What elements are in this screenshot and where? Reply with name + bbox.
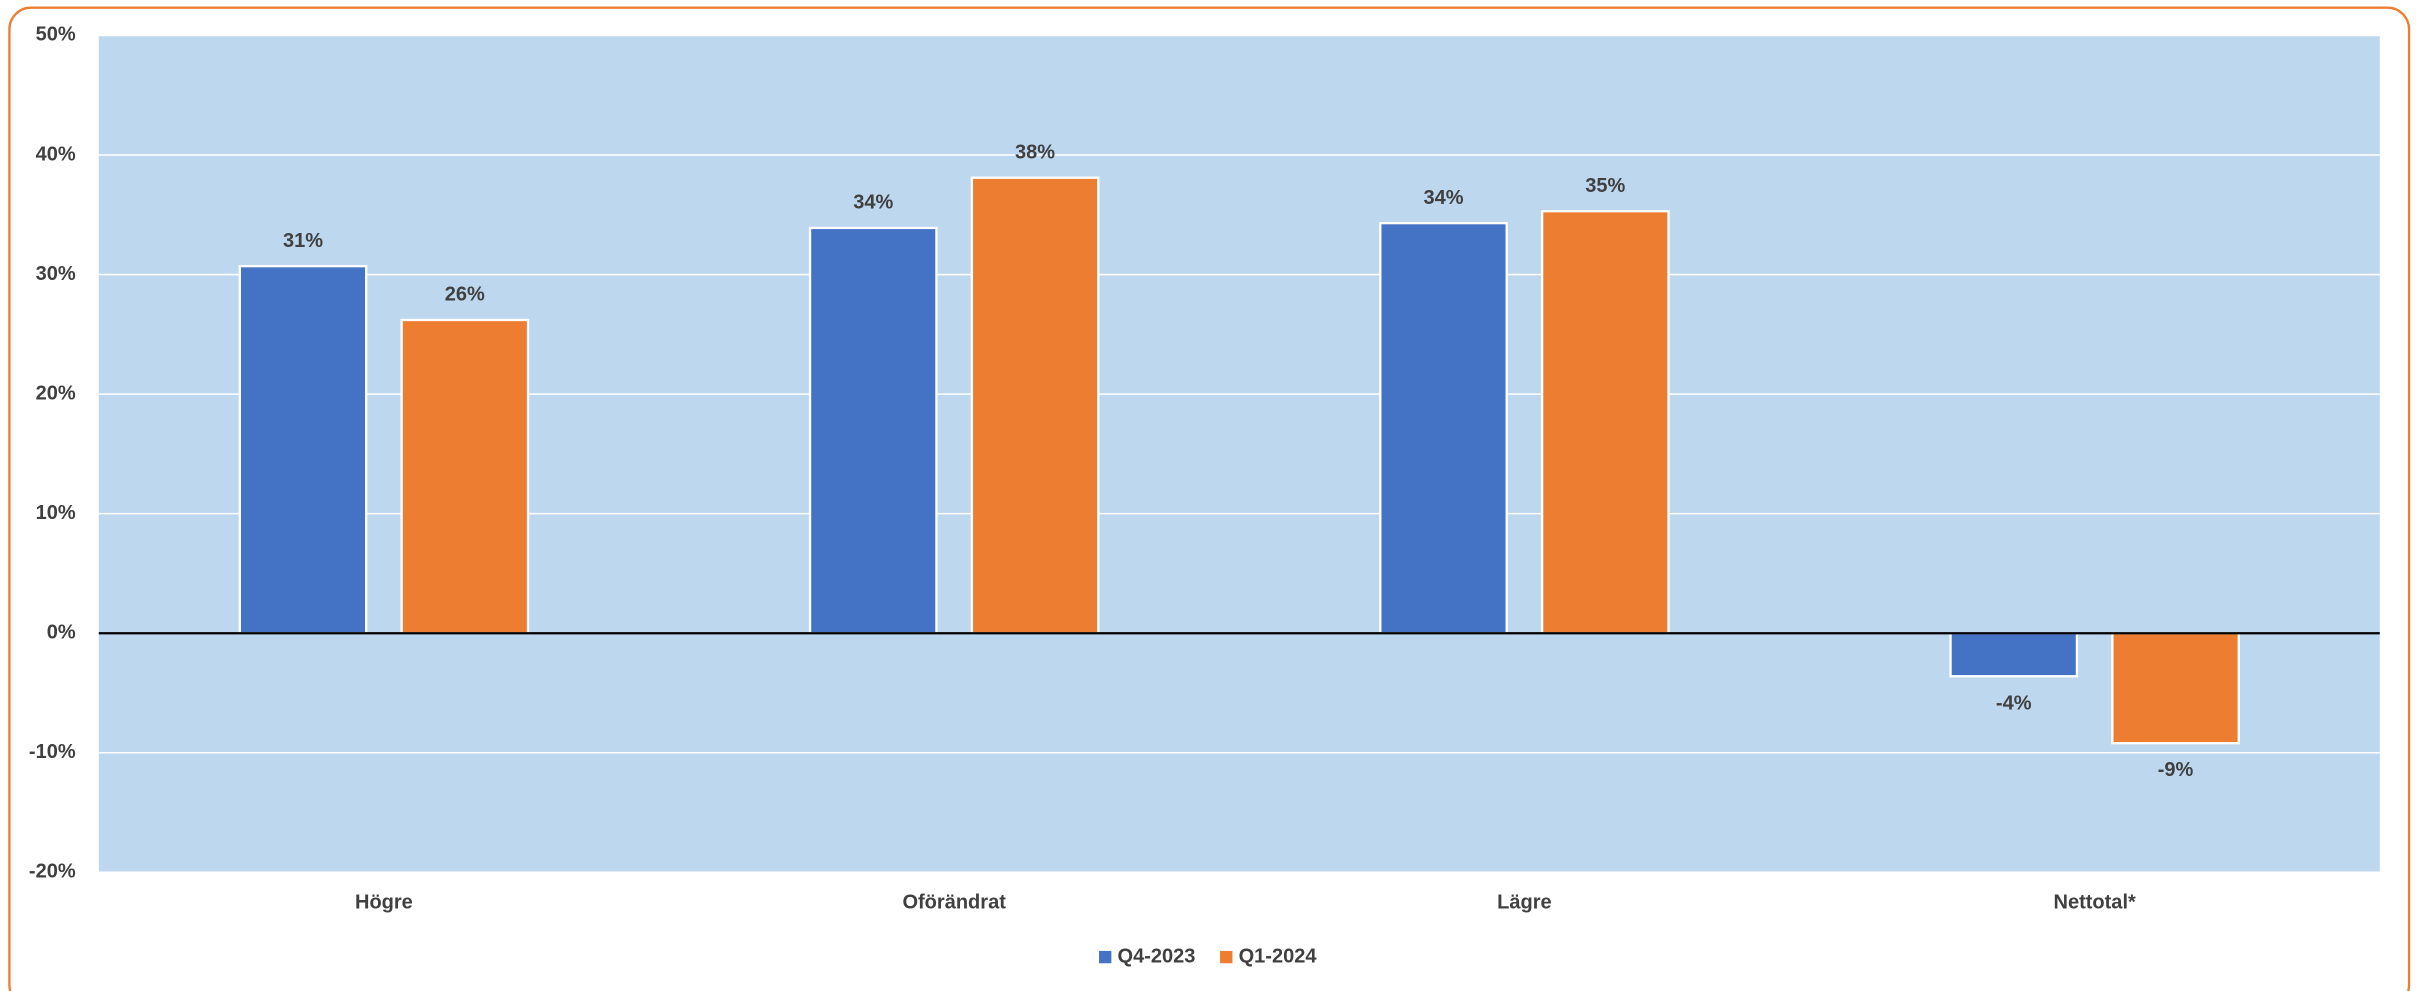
data-label: 26% xyxy=(445,284,485,306)
x-tick-label: Lägre xyxy=(1497,891,1552,913)
y-tick-label: 0% xyxy=(47,622,76,644)
data-label: -4% xyxy=(1996,692,2032,714)
y-tick-label: 10% xyxy=(36,502,76,524)
bar xyxy=(970,176,1100,635)
legend-swatch xyxy=(1220,950,1233,964)
bar xyxy=(1949,632,2079,678)
x-tick-label: Högre xyxy=(355,891,413,913)
legend-label: Q4-2023 xyxy=(1118,945,1196,967)
data-label: 35% xyxy=(1585,175,1625,197)
x-tick-label: Nettotal* xyxy=(2054,891,2137,913)
bar xyxy=(238,265,368,635)
legend-swatch xyxy=(1099,950,1112,964)
data-label: 31% xyxy=(283,230,323,252)
legend-label: Q1-2024 xyxy=(1239,945,1318,967)
x-tick-label: Oförändrat xyxy=(902,891,1006,913)
y-tick-label: -20% xyxy=(29,861,76,883)
y-tick-label: 30% xyxy=(36,263,76,285)
data-label: 34% xyxy=(1423,187,1463,209)
bar xyxy=(1379,221,1508,635)
bar xyxy=(1540,210,1670,635)
data-label: 38% xyxy=(1015,141,1055,163)
bar xyxy=(808,226,938,635)
y-tick-label: 20% xyxy=(36,382,76,404)
data-label: 34% xyxy=(853,192,893,214)
bar xyxy=(400,318,530,635)
y-tick-label: 40% xyxy=(36,143,76,165)
y-tick-label: -10% xyxy=(29,741,76,763)
data-label: -9% xyxy=(2158,759,2194,781)
y-tick-label: 50% xyxy=(36,24,76,46)
bar xyxy=(2111,632,2240,745)
plot-area: -20% -10% 0% 10% 20% 30% 40% 50% Högre 31% 26% Oför… xyxy=(29,24,2380,967)
